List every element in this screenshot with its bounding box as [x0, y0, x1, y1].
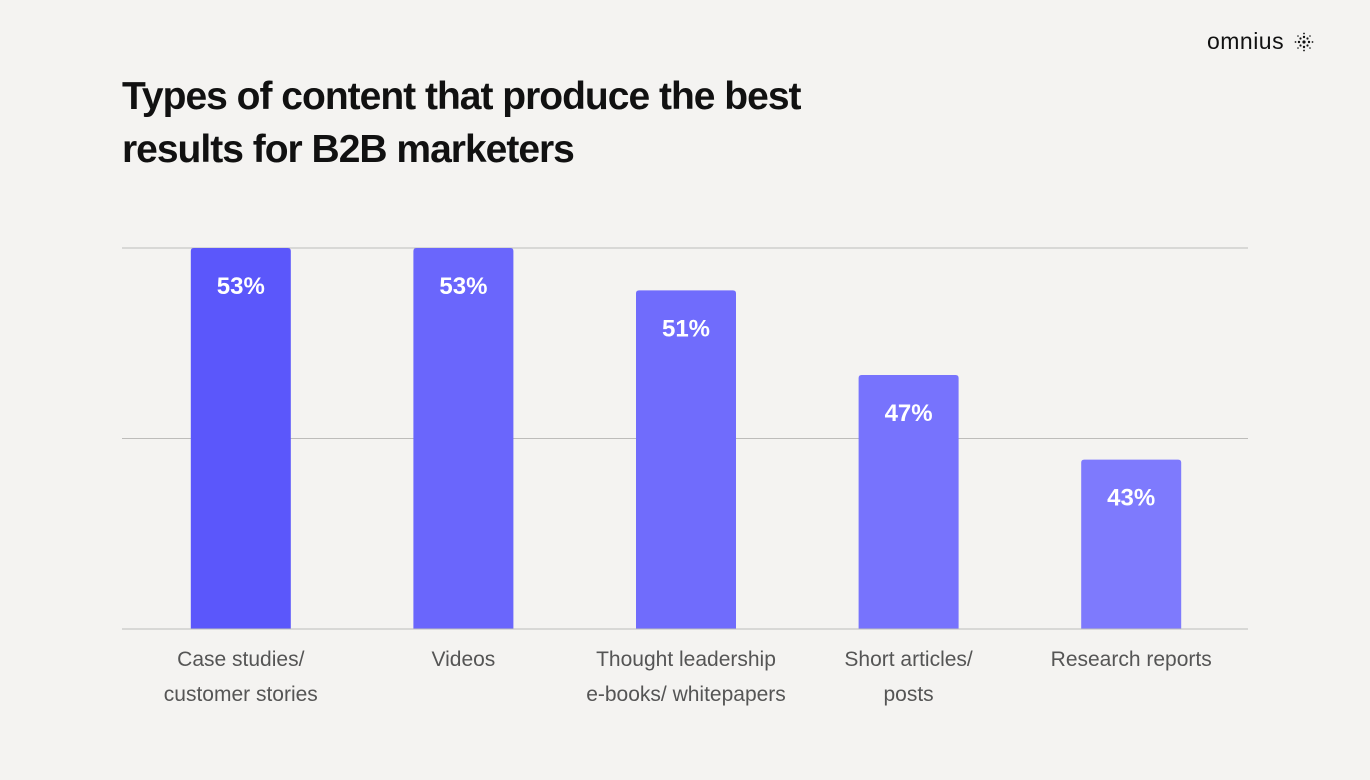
x-tick-label: e-books/ whitepapers	[586, 683, 786, 706]
brand-name: omnius	[1206, 28, 1285, 54]
value-label: 43%	[1107, 485, 1155, 512]
x-tick-label: Thought leadership	[596, 648, 776, 671]
x-tick-label: posts	[883, 683, 933, 706]
value-label: 53%	[217, 273, 265, 300]
x-tick-label: Short articles/	[844, 648, 973, 671]
value-label: 53%	[439, 273, 487, 300]
value-label: 51%	[662, 315, 710, 342]
x-tick-label: Case studies/	[177, 648, 304, 671]
value-label: 47%	[885, 400, 933, 427]
bar	[190, 248, 291, 629]
bar	[413, 248, 514, 629]
brand-icon	[1294, 32, 1314, 52]
bar	[636, 290, 736, 629]
x-tick-label: Videos	[431, 648, 495, 671]
bar	[1081, 459, 1182, 629]
chart-title: Types of content that produce the best r…	[122, 75, 802, 171]
bar	[858, 375, 959, 629]
x-tick-label: Research reports	[1051, 648, 1212, 671]
brand-logo: omnius	[1207, 28, 1314, 55]
x-tick-label: customer stories	[164, 683, 318, 706]
